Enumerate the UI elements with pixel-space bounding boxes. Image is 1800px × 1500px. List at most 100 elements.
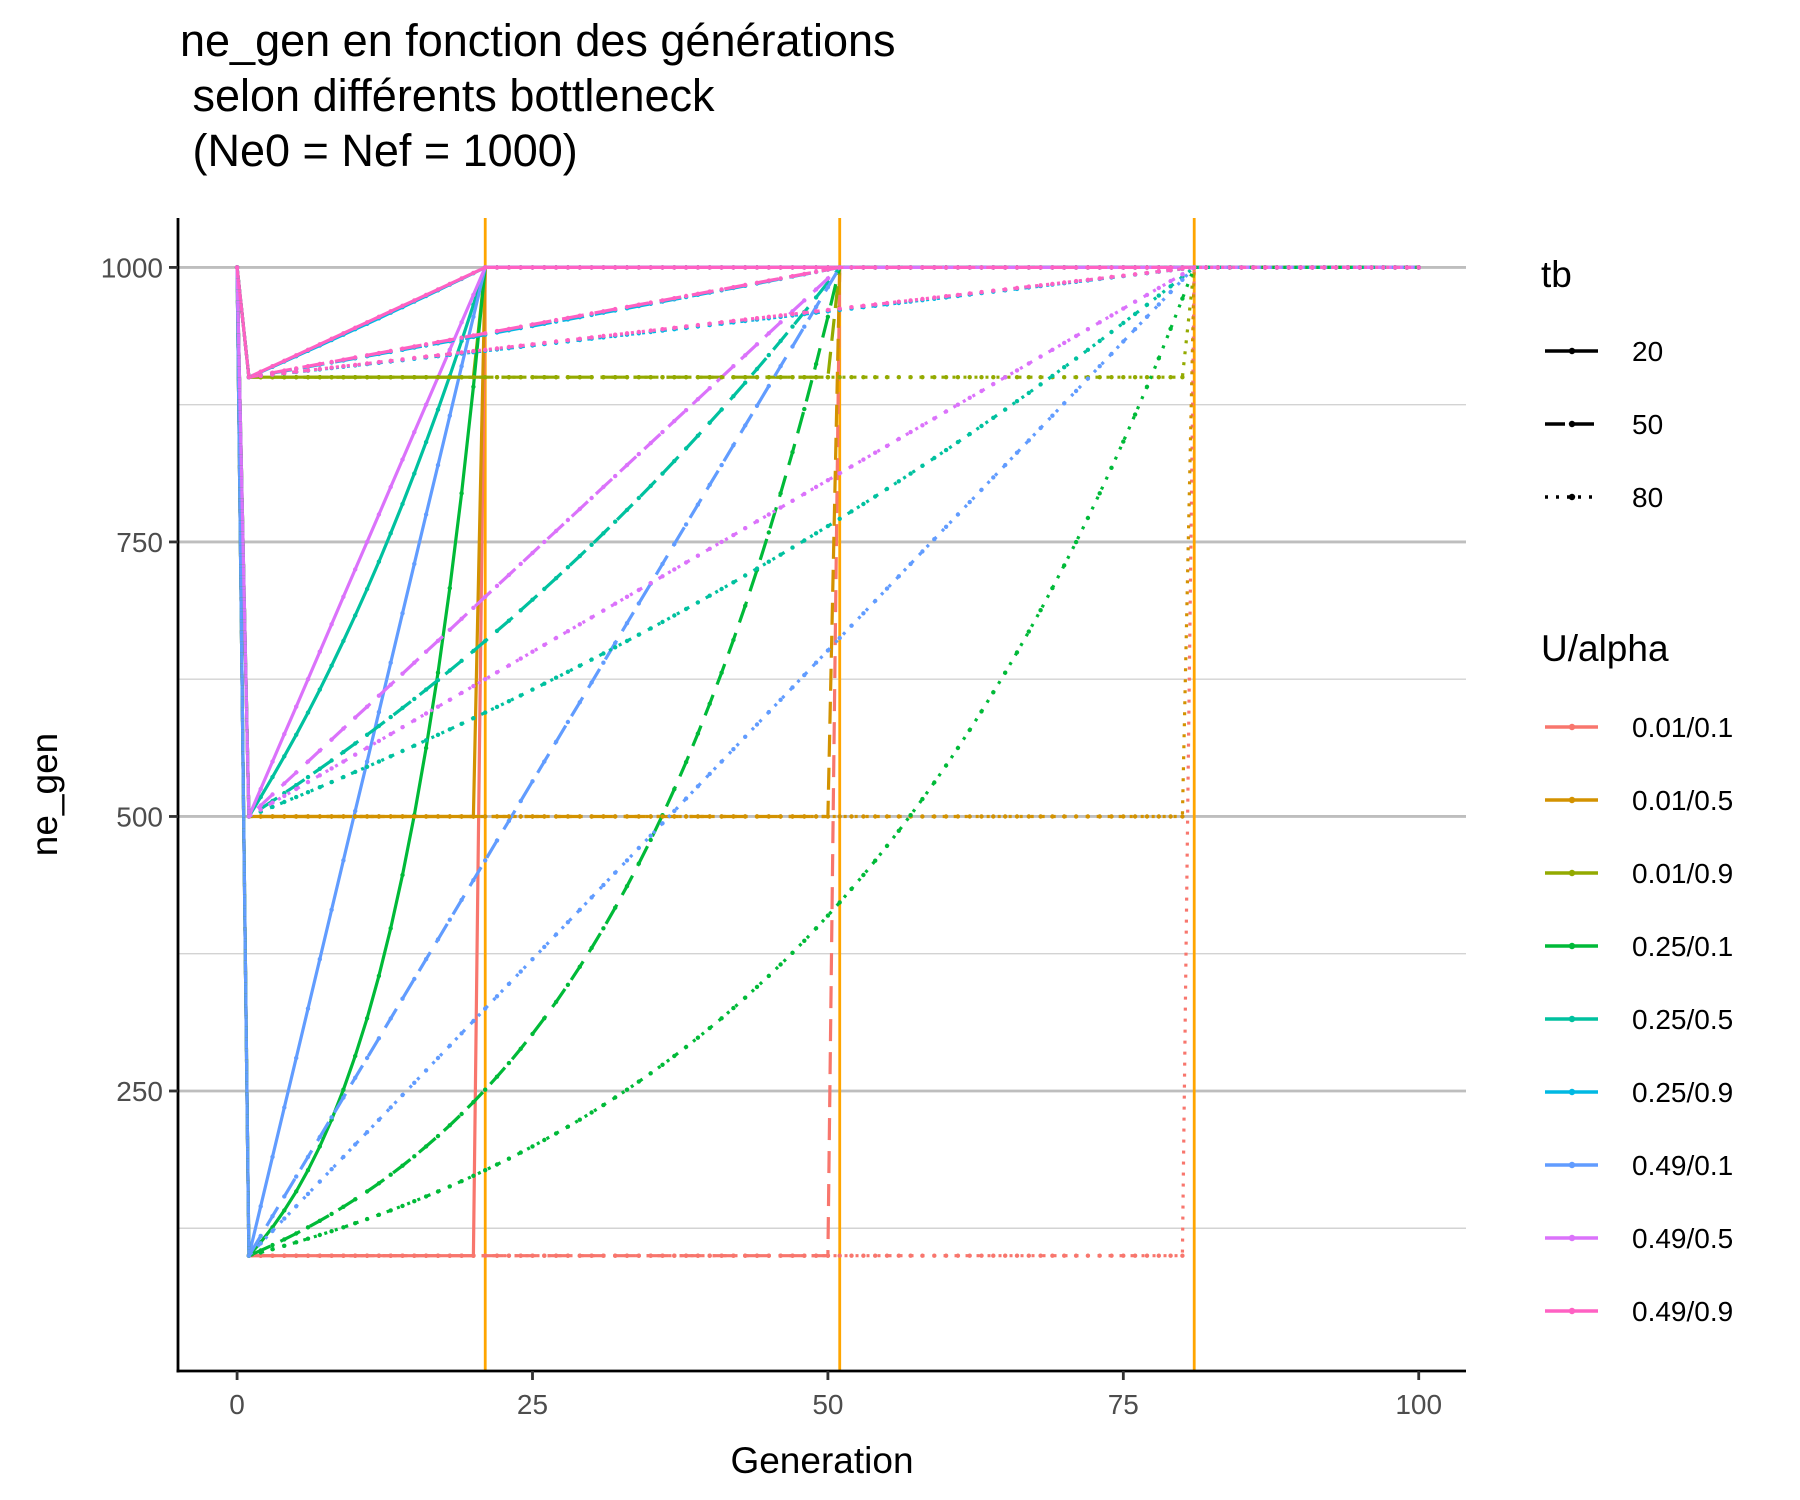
data-point [258, 1250, 263, 1255]
data-point [943, 447, 949, 453]
legend-tb-label: 50 [1632, 409, 1663, 440]
data-point [920, 423, 925, 428]
data-point [731, 364, 736, 369]
data-point [553, 1131, 559, 1136]
data-point [991, 265, 996, 270]
data-point [565, 517, 571, 523]
data-point [1168, 326, 1173, 331]
series-line [235, 265, 1419, 1258]
data-point [683, 560, 689, 565]
data-point [530, 597, 535, 602]
data-point [731, 285, 736, 290]
legend-color-label: 0.25/0.9 [1632, 1077, 1733, 1108]
data-point [1062, 401, 1067, 406]
data-point [778, 552, 783, 557]
data-point [329, 1167, 334, 1172]
data-point [1180, 375, 1185, 380]
data-point [459, 897, 464, 903]
data-point [660, 1062, 665, 1068]
data-point [1369, 265, 1374, 270]
data-point [282, 1194, 287, 1199]
data-point [660, 265, 665, 270]
data-point [305, 1191, 311, 1197]
data-point [648, 328, 653, 333]
data-point [1156, 269, 1162, 274]
data-point [459, 616, 464, 621]
data-point [294, 1231, 299, 1236]
data-point [447, 697, 452, 702]
data-point [1180, 296, 1185, 301]
data-point [884, 375, 890, 380]
data-point [660, 561, 665, 567]
data-point [896, 574, 901, 579]
data-point [435, 704, 441, 709]
data-point [873, 858, 878, 863]
data-point [294, 1240, 299, 1245]
data-point [731, 375, 736, 380]
data-point [317, 748, 322, 753]
data-point [778, 338, 783, 344]
data-point [530, 1253, 535, 1258]
data-point [636, 601, 641, 606]
data-point [1109, 274, 1114, 280]
data-point [778, 276, 783, 281]
y-axis-title: ne_gen [24, 733, 65, 856]
data-point [743, 995, 748, 1000]
data-point [778, 814, 783, 819]
data-point [849, 814, 854, 819]
data-point [1073, 278, 1079, 284]
data-point [329, 814, 334, 819]
data-point [353, 1253, 358, 1258]
data-point [518, 561, 523, 567]
data-point [258, 373, 263, 379]
data-point [1121, 273, 1126, 278]
data-point [294, 1174, 299, 1179]
data-point [1168, 814, 1173, 819]
data-point [388, 309, 393, 314]
data-point [825, 285, 831, 290]
data-point [400, 611, 405, 616]
data-point [589, 680, 594, 685]
data-point [1073, 1253, 1079, 1258]
data-point [388, 660, 393, 665]
data-point [329, 622, 334, 627]
data-point [364, 586, 370, 592]
data-point [364, 1253, 370, 1258]
data-point [766, 265, 771, 270]
data-point [1026, 1253, 1032, 1258]
data-point [660, 814, 665, 819]
data-point [1109, 313, 1114, 318]
data-point [920, 1253, 925, 1258]
data-point [435, 462, 441, 468]
data-point [1085, 515, 1091, 521]
data-point [624, 331, 630, 336]
data-point [1097, 320, 1102, 325]
data-point [353, 769, 358, 775]
data-point [305, 1236, 311, 1241]
data-point [376, 814, 382, 819]
data-point [423, 957, 429, 962]
data-point [778, 364, 783, 369]
data-point [660, 619, 665, 625]
data-point [1180, 272, 1185, 277]
data-point [932, 780, 937, 785]
data-point [1073, 356, 1079, 361]
legend-color-label: 0.01/0.1 [1632, 712, 1733, 743]
data-point [754, 265, 760, 270]
data-point [624, 265, 630, 270]
data-point [896, 1253, 901, 1258]
data-point [719, 539, 724, 545]
data-point [364, 814, 370, 819]
data-point [1014, 265, 1020, 270]
data-point [1121, 320, 1126, 326]
data-point [896, 299, 901, 304]
data-point [400, 814, 405, 819]
data-point [813, 926, 819, 931]
data-point [731, 580, 736, 585]
data-point [849, 509, 854, 514]
data-point [435, 732, 441, 737]
data-point [270, 364, 275, 369]
data-point [270, 1154, 275, 1160]
data-point [967, 265, 972, 270]
data-point [258, 803, 263, 808]
